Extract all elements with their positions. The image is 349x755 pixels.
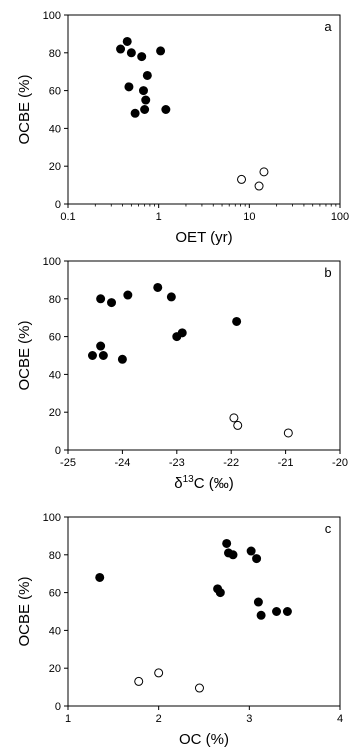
data-point-filled (156, 46, 166, 56)
x-tick-label: 3 (246, 713, 252, 725)
x-tick-label: -24 (114, 457, 130, 469)
data-point-filled (256, 610, 266, 620)
data-point-open (283, 428, 293, 438)
x-axis-title: δ13C (‰) (174, 474, 233, 492)
data-point-filled (228, 550, 238, 560)
data-point-filled (272, 607, 282, 616)
series-filled-circles (87, 282, 242, 364)
data-point-filled (107, 298, 117, 308)
x-tick-label: -21 (278, 457, 294, 469)
y-tick-label: 80 (49, 294, 61, 306)
panel-letter: c (325, 521, 332, 536)
plot-frame (67, 260, 341, 451)
data-point-filled (138, 86, 148, 96)
y-tick-label: 60 (49, 332, 61, 344)
x-tick-label: 2 (156, 713, 162, 725)
data-point-filled (166, 292, 176, 302)
panel-a: 0.1 1 10 100 0 20 40 60 80 100 OCBE (%) OET (yr) a (16, 10, 349, 246)
y-tick-label: 20 (49, 407, 61, 419)
series-open-circles (237, 167, 269, 191)
x-tick-label: -25 (60, 457, 76, 469)
data-point-open (194, 683, 204, 693)
y-tick-label: 100 (43, 256, 61, 268)
series-filled-circles (116, 36, 171, 118)
data-point-open (134, 676, 144, 686)
x-axis-title: OET (yr) (175, 229, 232, 246)
x-tick-label: -20 (332, 457, 348, 469)
data-point-filled (87, 351, 97, 360)
data-point-filled (137, 52, 147, 62)
y-tick-label: 20 (49, 663, 61, 675)
y-axis-title: OCBE (%) (16, 74, 33, 144)
data-point-filled (124, 82, 134, 92)
data-point-filled (246, 546, 256, 556)
x-tick-label: -23 (169, 457, 185, 469)
x-tick-label: 10 (243, 211, 255, 223)
y-tick-label: 80 (49, 48, 61, 60)
panel-letter: a (324, 19, 332, 34)
plot-frame (67, 516, 341, 707)
x-tick-label: 4 (337, 713, 343, 725)
y-tick-label: 60 (49, 588, 61, 600)
plot-frame (67, 14, 341, 205)
series-open-circles (229, 413, 293, 438)
data-point-filled (153, 282, 163, 292)
y-tick-label: 20 (49, 161, 61, 173)
data-point-open (229, 413, 239, 423)
data-point-filled (122, 36, 132, 46)
x-tick-label: -22 (223, 457, 239, 469)
data-point-open (154, 668, 164, 678)
y-tick-label: 100 (43, 512, 61, 524)
data-point-filled (172, 332, 182, 342)
x-axis-title-suffix: C (‰) (194, 475, 234, 492)
data-point-filled (96, 294, 106, 304)
data-point-filled (232, 316, 242, 326)
data-point-filled (141, 95, 151, 105)
y-tick-label: 0 (55, 199, 61, 211)
data-point-filled (96, 341, 106, 351)
y-axis-title: OCBE (%) (16, 576, 33, 646)
data-point-open (233, 420, 243, 430)
data-point-filled (98, 351, 108, 360)
x-tick-label: 100 (331, 211, 349, 223)
x-tick-label: 1 (156, 211, 162, 223)
data-point-filled (116, 44, 126, 54)
data-point-filled (123, 290, 133, 300)
y-tick-label: 0 (55, 701, 61, 713)
y-tick-label: 80 (49, 550, 61, 562)
data-point-open (259, 167, 269, 177)
y-tick-label: 40 (49, 625, 61, 637)
series-open-circles (134, 668, 204, 693)
y-tick-label: 60 (49, 86, 61, 98)
x-axis-title-prefix: δ (174, 475, 182, 492)
data-point-filled (282, 607, 292, 616)
x-tick-label: 1 (65, 713, 71, 725)
data-point-filled (140, 105, 150, 114)
x-axis-title-superscript: 13 (183, 474, 195, 485)
data-point-open (237, 174, 247, 184)
y-tick-label: 100 (43, 10, 61, 22)
y-axis-title: OCBE (%) (16, 320, 33, 390)
x-axis-title: OC (%) (179, 731, 229, 748)
y-tick-label: 40 (49, 123, 61, 135)
data-point-open (254, 181, 264, 191)
y-tick-label: 40 (49, 369, 61, 381)
data-point-filled (161, 105, 171, 114)
panel-b: -25 -24 -23 -22 -21 -20 0 20 40 60 80 100 OCBE (%) δ1… (16, 256, 348, 492)
data-point-filled (117, 354, 127, 364)
data-point-filled (222, 538, 232, 548)
data-point-filled (130, 108, 140, 118)
data-point-filled (215, 588, 225, 598)
data-point-filled (253, 597, 263, 607)
data-point-filled (126, 48, 136, 58)
y-tick-label: 0 (55, 445, 61, 457)
data-point-filled (95, 572, 105, 582)
series-filled-circles (95, 538, 292, 620)
data-point-filled (142, 70, 152, 80)
panel-letter: b (324, 265, 331, 280)
data-point-filled (252, 554, 262, 564)
x-tick-label: 0.1 (60, 211, 75, 223)
